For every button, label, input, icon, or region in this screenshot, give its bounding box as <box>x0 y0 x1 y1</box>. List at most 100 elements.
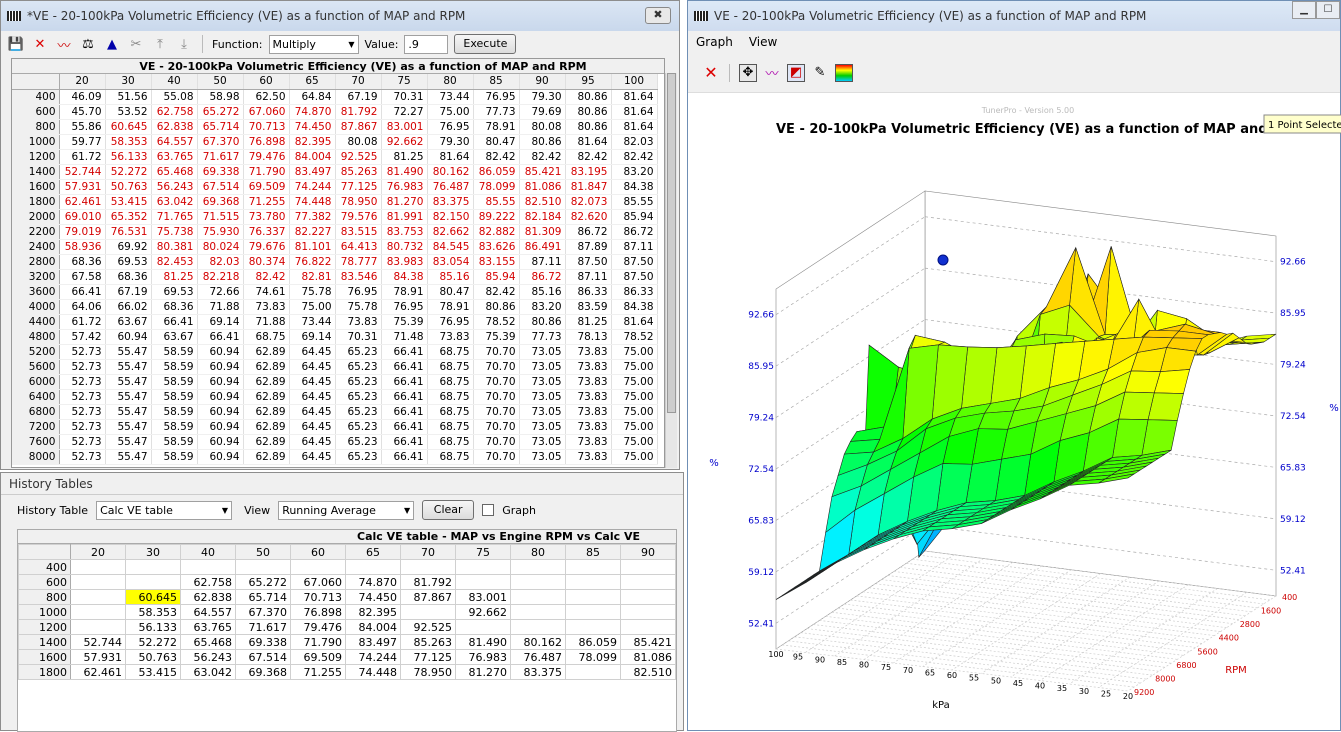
table-cell[interactable]: 76.898 <box>243 134 290 150</box>
table-cell[interactable]: 73.83 <box>565 389 612 405</box>
table-cell[interactable]: 69.509 <box>243 179 290 195</box>
table-cell[interactable]: 65.468 <box>180 634 236 650</box>
table-cell[interactable]: 69.368 <box>197 194 244 210</box>
table-cell[interactable] <box>125 559 181 575</box>
table-cell[interactable]: 62.50 <box>243 89 290 105</box>
table-cell[interactable]: 67.370 <box>235 604 291 620</box>
table-cell[interactable]: 87.867 <box>400 589 456 605</box>
table-cell[interactable]: 70.70 <box>473 434 520 450</box>
table-cell[interactable]: 52.73 <box>59 389 106 405</box>
table-cell[interactable]: 52.73 <box>59 419 106 435</box>
row-header[interactable]: 1600 <box>12 179 60 195</box>
table-cell[interactable]: 80.86 <box>565 119 612 135</box>
execute-button[interactable]: Execute <box>454 34 517 54</box>
table-cell[interactable]: 71.790 <box>290 634 346 650</box>
table-cell[interactable]: 55.47 <box>105 344 152 360</box>
table-cell[interactable]: 78.91 <box>473 119 520 135</box>
history-table[interactable]: 20 30 40 50 60 65 70 75 80 85 90 400 600 62.758 65.272… <box>18 544 676 680</box>
table-cell[interactable]: 77.73 <box>519 329 566 345</box>
table-cell[interactable]: 65.352 <box>105 209 152 225</box>
table-cell[interactable]: 69.53 <box>151 284 198 300</box>
table-cell[interactable]: 92.525 <box>335 149 382 165</box>
table-cell[interactable]: 64.45 <box>289 374 336 390</box>
table-cell[interactable]: 76.95 <box>427 119 474 135</box>
table-cell[interactable] <box>510 589 566 605</box>
table-cell[interactable]: 66.41 <box>381 359 428 375</box>
table-cell[interactable]: 62.758 <box>180 574 236 590</box>
row-header[interactable]: 6800 <box>12 404 60 420</box>
table-cell[interactable]: 70.70 <box>473 344 520 360</box>
table-cell[interactable]: 77.73 <box>473 104 520 120</box>
column-header[interactable]: 85 <box>565 544 621 560</box>
graph-icon[interactable]: 〰 <box>57 38 71 54</box>
table-cell[interactable]: 85.94 <box>473 269 520 285</box>
row-header[interactable]: 1600 <box>18 649 71 665</box>
table-cell[interactable]: 60.645 <box>105 119 152 135</box>
table-cell[interactable]: 85.94 <box>611 209 658 225</box>
scissors-icon[interactable]: ✂ <box>130 36 142 52</box>
row-header[interactable]: 7200 <box>12 419 60 435</box>
table-cell[interactable]: 74.870 <box>289 104 336 120</box>
table-cell[interactable]: 82.42 <box>565 149 612 165</box>
close-button[interactable]: ✖ <box>645 7 671 24</box>
table-cell[interactable] <box>565 574 621 590</box>
column-header[interactable]: 60 <box>243 74 290 90</box>
table-cell[interactable]: 68.36 <box>59 254 106 270</box>
table-cell[interactable]: 53.52 <box>105 104 152 120</box>
column-header[interactable]: 70 <box>400 544 456 560</box>
table-cell[interactable]: 83.983 <box>381 254 428 270</box>
table-cell[interactable]: 63.765 <box>151 149 198 165</box>
table-cell[interactable]: 83.59 <box>565 299 612 315</box>
table-cell[interactable]: 53.415 <box>105 194 152 210</box>
table-cell[interactable]: 82.395 <box>345 604 401 620</box>
table-cell[interactable]: 73.83 <box>565 374 612 390</box>
table-cell[interactable]: 82.42 <box>473 149 520 165</box>
table-cell[interactable]: 75.00 <box>611 344 658 360</box>
table-cell[interactable]: 83.546 <box>335 269 382 285</box>
table-cell[interactable]: 53.415 <box>125 664 181 680</box>
table-cell[interactable]: 71.48 <box>381 329 428 345</box>
table-cell[interactable]: 51.56 <box>105 89 152 105</box>
table-cell[interactable]: 82.073 <box>565 194 612 210</box>
table-cell[interactable]: 52.744 <box>59 164 106 180</box>
table-cell[interactable]: 76.487 <box>510 649 566 665</box>
table-cell[interactable]: 60.94 <box>197 404 244 420</box>
table-cell[interactable]: 82.03 <box>611 134 658 150</box>
table-cell[interactable]: 80.86 <box>565 104 612 120</box>
table-cell[interactable]: 60.94 <box>197 434 244 450</box>
table-cell[interactable]: 56.243 <box>180 649 236 665</box>
table-cell[interactable]: 68.75 <box>427 344 474 360</box>
row-header[interactable]: 800 <box>18 589 71 605</box>
table-cell[interactable]: 52.73 <box>59 404 106 420</box>
column-header[interactable]: 40 <box>180 544 236 560</box>
table-cell[interactable]: 87.50 <box>611 269 658 285</box>
table-cell[interactable]: 77.125 <box>400 649 456 665</box>
row-header[interactable]: 4800 <box>12 329 60 345</box>
table-cell[interactable]: 89.222 <box>473 209 520 225</box>
table-cell[interactable]: 68.75 <box>427 419 474 435</box>
table-cell[interactable]: 62.461 <box>59 194 106 210</box>
table-cell[interactable]: 55.47 <box>105 359 152 375</box>
table-cell[interactable]: 73.83 <box>565 434 612 450</box>
table-cell[interactable]: 75.78 <box>289 284 336 300</box>
table-cell[interactable]: 66.41 <box>381 434 428 450</box>
table-cell[interactable]: 67.58 <box>59 269 106 285</box>
surface-icon[interactable]: ◩ <box>787 63 805 82</box>
table-cell[interactable]: 55.47 <box>105 449 152 465</box>
table-cell[interactable]: 80.47 <box>427 284 474 300</box>
table-cell[interactable]: 64.45 <box>289 419 336 435</box>
table-cell[interactable]: 62.838 <box>180 589 236 605</box>
table-cell[interactable]: 75.00 <box>611 359 658 375</box>
table-cell[interactable]: 81.086 <box>519 179 566 195</box>
table-cell[interactable]: 64.45 <box>289 404 336 420</box>
row-header[interactable]: 1800 <box>18 664 71 680</box>
table-cell[interactable]: 71.617 <box>197 149 244 165</box>
row-header[interactable]: 2000 <box>12 209 60 225</box>
table-cell[interactable]: 82.42 <box>519 149 566 165</box>
row-header[interactable]: 1800 <box>12 194 60 210</box>
table-cell[interactable]: 62.89 <box>243 374 290 390</box>
table-cell[interactable]: 85.421 <box>620 634 676 650</box>
row-header[interactable]: 7600 <box>12 434 60 450</box>
table-cell[interactable]: 83.20 <box>611 164 658 180</box>
table-cell[interactable]: 77.125 <box>335 179 382 195</box>
